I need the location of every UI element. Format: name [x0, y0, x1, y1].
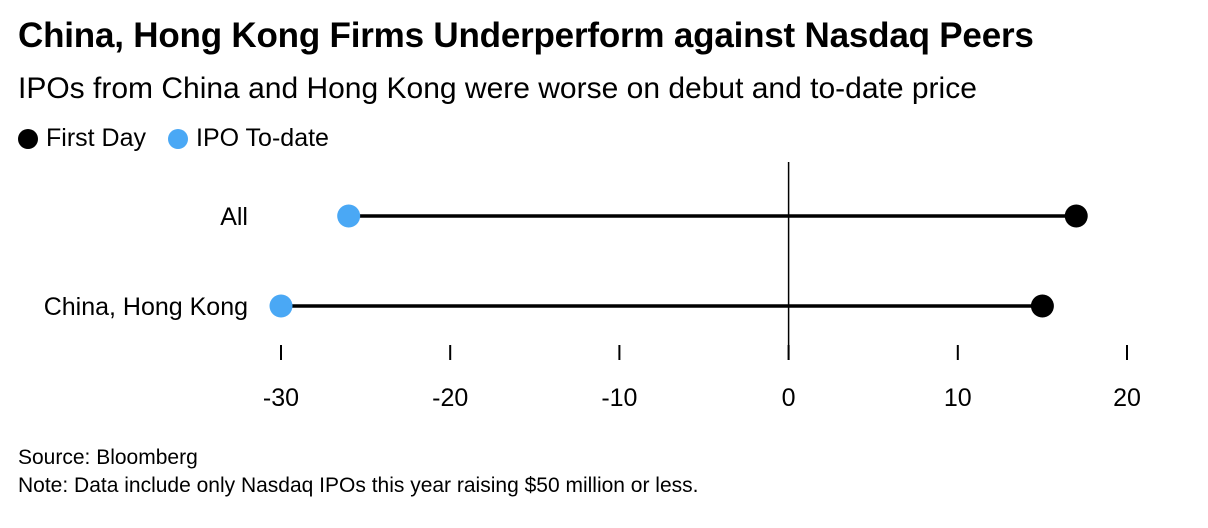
x-tick-label: 10	[944, 384, 972, 412]
ipo-to-date-point	[269, 294, 293, 318]
legend-item-ipo-to-date: IPO To-date	[168, 124, 329, 153]
chart-subtitle: IPOs from China and Hong Kong were worse…	[18, 72, 977, 105]
category-label: All	[220, 203, 248, 231]
x-tick-label: -30	[263, 384, 299, 412]
legend-item-first-day: First Day	[18, 124, 146, 153]
first-day-point	[1064, 204, 1088, 228]
legend-swatch-ipo-to-date	[168, 128, 188, 149]
chart-footer: Source: Bloomberg Note: Data include onl…	[18, 444, 699, 500]
x-tick-label: 20	[1113, 384, 1141, 412]
x-tick-label: -10	[601, 384, 637, 412]
first-day-point	[1030, 294, 1054, 318]
x-tick-label: 0	[782, 384, 796, 412]
note-text: Note: Data include only Nasdaq IPOs this…	[18, 474, 699, 497]
ipo-to-date-point	[337, 204, 361, 228]
category-label: China, Hong Kong	[44, 293, 248, 321]
legend-swatch-first-day	[18, 128, 38, 149]
x-tick-label: -20	[432, 384, 468, 412]
chart-title: China, Hong Kong Firms Underperform agai…	[18, 16, 1034, 55]
legend-label-first-day: First Day	[46, 124, 146, 152]
legend-label-ipo-to-date: IPO To-date	[196, 124, 329, 152]
legend: First Day IPO To-date	[18, 124, 351, 153]
source-text: Source: Bloomberg	[18, 446, 198, 469]
